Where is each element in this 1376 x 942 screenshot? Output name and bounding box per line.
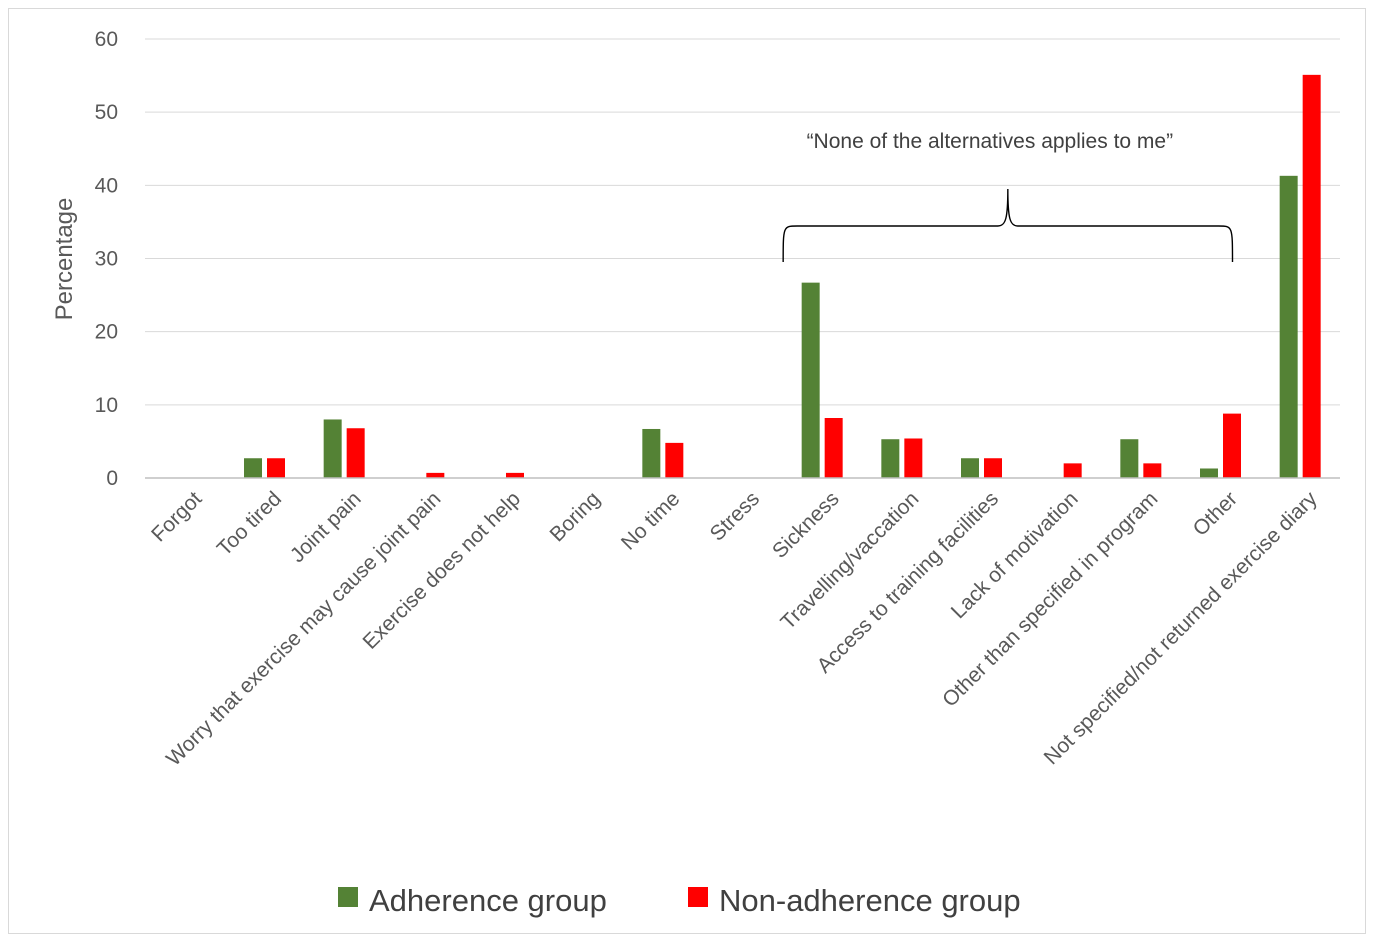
bar [881, 439, 900, 478]
x-category-label: Travelling/vaccation [776, 487, 923, 634]
bar [1143, 463, 1162, 478]
bar [506, 472, 524, 478]
x-category-label: Joint pain [286, 487, 366, 567]
legend-label: Adherence group [369, 883, 607, 918]
legend-label: Non-adherence group [719, 883, 1021, 918]
bar [1302, 74, 1321, 478]
x-category-label: Exercise does not help [359, 487, 526, 654]
bar [267, 458, 285, 478]
annotation-brace [782, 188, 1234, 263]
bar [824, 418, 843, 478]
bar [642, 428, 661, 478]
annotation-text: “None of the alternatives applies to me” [807, 130, 1174, 153]
y-tick-label: 10 [95, 394, 118, 417]
y-tick-label: 50 [95, 101, 118, 124]
bar [1279, 175, 1298, 479]
legend: Adherence group Non-adherence group [338, 883, 1021, 918]
bar [1200, 468, 1218, 478]
gridlines [145, 38, 1340, 406]
x-category-label: Sickness [768, 487, 844, 563]
bar [244, 458, 262, 478]
y-tick-label: 20 [95, 321, 118, 344]
bar [426, 472, 445, 478]
x-category-label: Not specified/not returned exercise diar… [1040, 487, 1322, 769]
bar [904, 438, 923, 478]
x-category-label: Boring [546, 487, 605, 546]
bar [961, 458, 979, 478]
y-tick-label: 30 [95, 248, 118, 271]
bar [1063, 463, 1082, 478]
x-category-label: Other [1189, 487, 1242, 540]
chart-frame [8, 8, 1366, 934]
bar [1120, 439, 1139, 478]
y-axis-ticks: 0 10 20 30 40 50 60 [95, 28, 118, 490]
bar [801, 282, 820, 478]
y-tick-label: 40 [95, 174, 118, 197]
bar [346, 428, 365, 478]
x-category-label: No time [617, 487, 684, 554]
annotation: “None of the alternatives applies to me” [782, 130, 1234, 263]
y-axis-title: Percentage [51, 198, 78, 321]
legend-swatch [338, 887, 358, 907]
bars [244, 74, 1321, 479]
x-category-label: Forgot [147, 487, 206, 546]
x-category-label: Worry that exercise may cause joint pain [162, 487, 445, 770]
legend-swatch [688, 887, 708, 907]
bar [323, 419, 342, 478]
x-category-label: Too tired [213, 487, 286, 560]
y-tick-label: 0 [106, 467, 118, 490]
x-category-label: Stress [706, 487, 764, 545]
bar [665, 442, 684, 478]
bar [984, 458, 1002, 478]
bar [1223, 413, 1241, 478]
y-tick-label: 60 [95, 28, 118, 51]
